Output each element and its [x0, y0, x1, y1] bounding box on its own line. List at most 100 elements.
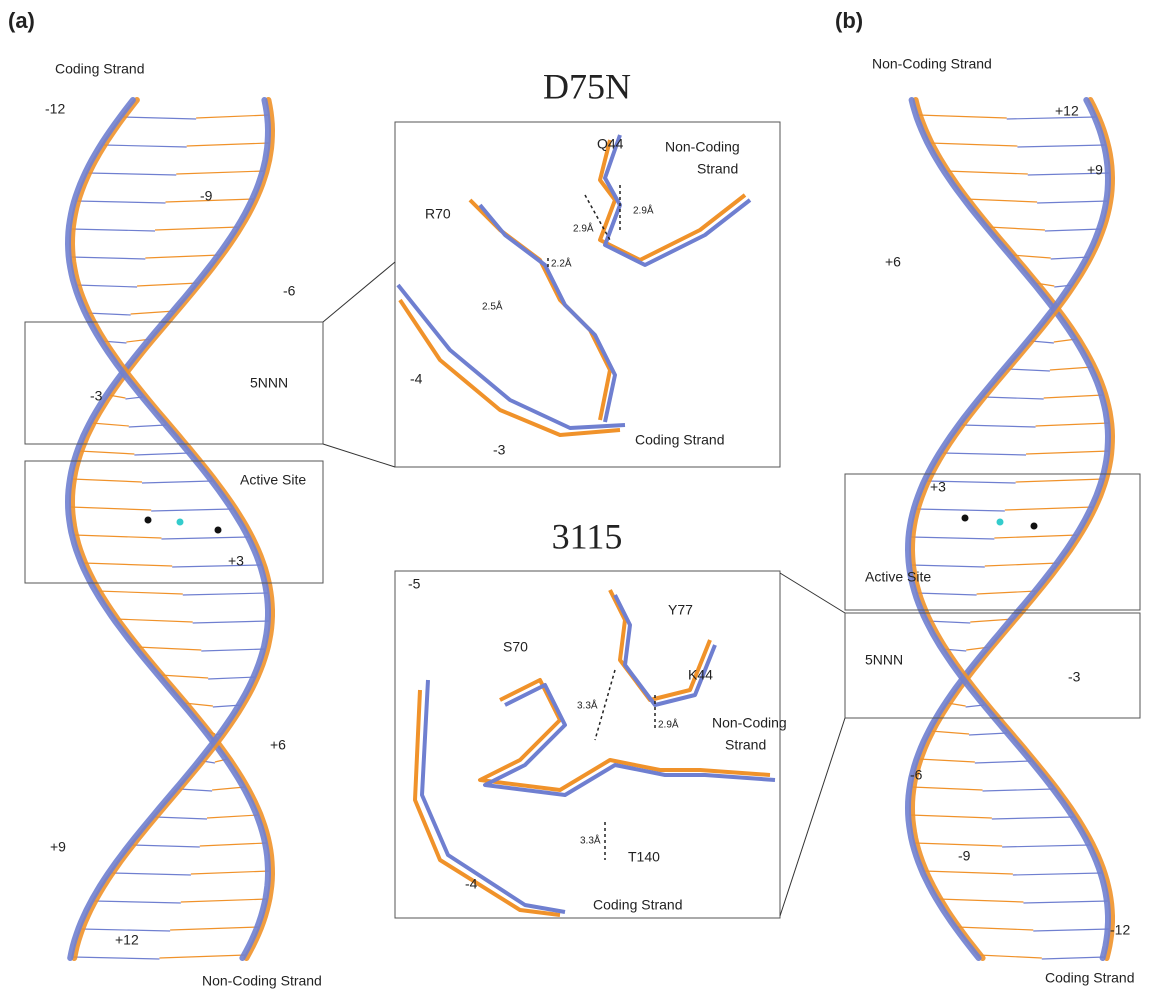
position-label: +3: [228, 553, 244, 569]
residue-label: Q44: [597, 136, 624, 152]
strand-label: Non-Coding: [665, 139, 740, 155]
strand-label: Strand: [725, 737, 766, 753]
base: [172, 565, 261, 567]
ion: [962, 515, 969, 522]
ion: [177, 519, 184, 526]
base: [930, 143, 1018, 146]
base: [969, 733, 1007, 735]
base: [1037, 201, 1108, 203]
position-label: +6: [270, 737, 286, 753]
box-label: 5NNN: [865, 652, 903, 668]
base: [1042, 957, 1106, 959]
base: [79, 451, 134, 454]
position-label: -5: [408, 576, 421, 592]
base: [911, 565, 985, 567]
base: [71, 229, 155, 231]
strand-label: Non-Coding: [712, 715, 787, 731]
position-label: +9: [1087, 162, 1103, 178]
hbond: [595, 670, 615, 740]
base: [142, 481, 212, 483]
base: [916, 593, 976, 595]
stick: [610, 590, 710, 700]
position-label: -12: [1110, 922, 1130, 938]
base: [183, 593, 269, 595]
connector: [780, 718, 845, 916]
base: [977, 591, 1037, 594]
base: [74, 535, 162, 538]
base: [81, 929, 170, 931]
residue-label: R70: [425, 206, 451, 222]
position-label: -6: [283, 283, 296, 299]
base: [983, 789, 1054, 791]
base: [181, 899, 268, 902]
position-label: -9: [200, 188, 213, 204]
distance-label: 2.9Å: [573, 222, 594, 235]
base: [992, 817, 1074, 819]
panel-label: (b): [835, 8, 863, 33]
inset-title: D75N: [543, 66, 631, 106]
stick: [400, 300, 620, 435]
base: [159, 955, 246, 958]
base: [918, 115, 1007, 118]
base: [1050, 367, 1092, 370]
position-label: -3: [1068, 669, 1081, 685]
distance-label: 2.2Å: [551, 257, 572, 270]
base: [916, 509, 1005, 511]
base: [962, 425, 1036, 427]
base: [978, 955, 1042, 958]
base: [170, 927, 259, 930]
base: [77, 201, 166, 203]
base: [200, 843, 267, 846]
ion: [215, 527, 222, 534]
base: [71, 257, 146, 259]
base: [910, 815, 992, 818]
stick: [600, 140, 745, 260]
base: [1002, 845, 1090, 847]
base: [1023, 901, 1108, 903]
connector: [323, 262, 395, 322]
base: [994, 535, 1078, 538]
base: [83, 563, 172, 566]
base: [191, 871, 270, 874]
base: [207, 815, 259, 818]
base: [104, 145, 187, 147]
base: [73, 957, 160, 959]
box-label: Active Site: [865, 569, 931, 585]
base: [112, 873, 191, 875]
box-label: Active Site: [240, 472, 306, 488]
figure: (a) Coding Strand Non-Coding Strand -12 …: [0, 0, 1150, 994]
base: [1007, 369, 1049, 371]
base: [1045, 229, 1102, 231]
base: [187, 143, 270, 146]
base: [123, 117, 196, 119]
base: [1044, 395, 1104, 398]
stick: [422, 680, 565, 912]
base: [912, 787, 983, 790]
base: [151, 509, 232, 511]
base: [155, 227, 239, 230]
strand-label: Coding Strand: [635, 432, 725, 448]
panel-label: (a): [8, 8, 35, 33]
inset-title: 3115: [552, 516, 623, 556]
base: [957, 927, 1033, 930]
ion: [145, 517, 152, 524]
base: [1007, 117, 1096, 119]
strand-label: Non-Coding Strand: [872, 56, 992, 72]
strand-label: Coding Strand: [55, 61, 145, 77]
strand-label: Coding Strand: [593, 897, 683, 913]
base: [137, 647, 202, 650]
position-label: +9: [50, 839, 66, 855]
base: [1016, 479, 1104, 482]
base: [133, 845, 200, 847]
base: [1036, 423, 1110, 426]
position-label: -4: [465, 876, 478, 892]
residue-label: S70: [503, 639, 528, 655]
base: [914, 843, 1002, 846]
base: [988, 227, 1045, 230]
base: [88, 173, 176, 175]
base: [208, 677, 256, 679]
position-label: -3: [493, 442, 506, 458]
stick: [615, 595, 715, 705]
base: [94, 901, 181, 903]
base: [155, 817, 207, 819]
